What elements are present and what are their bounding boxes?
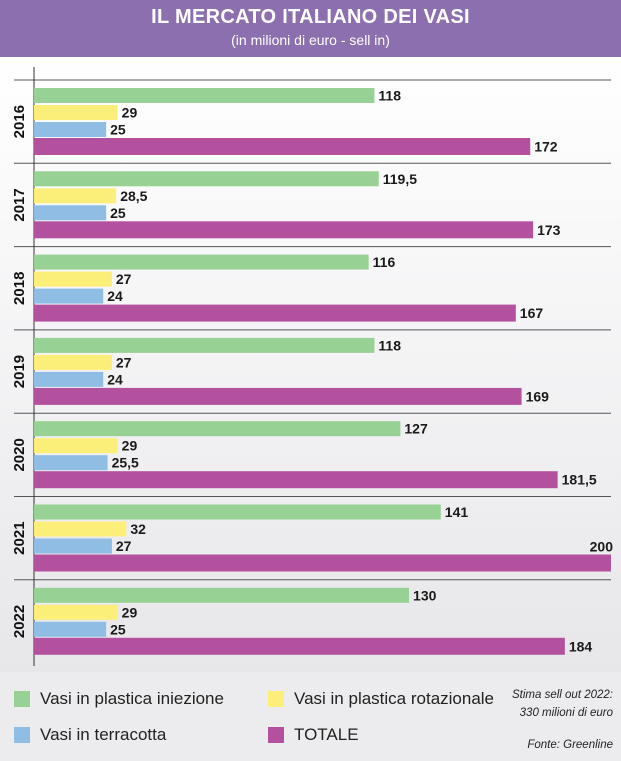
bar-totale	[34, 554, 611, 572]
year-label: 2018	[11, 272, 28, 305]
bar-terracotta	[34, 122, 107, 137]
data-label-iniezione: 130	[413, 587, 437, 603]
source-note: Fonte: Greenline	[527, 739, 613, 751]
legend-label-terracotta: Vasi in terracotta	[40, 725, 167, 744]
data-label-totale: 184	[569, 638, 593, 654]
chart-subtitle: (in milioni di euro - sell in)	[231, 32, 390, 48]
bar-iniezione	[34, 421, 401, 437]
data-label-rotazionale: 29	[122, 105, 138, 121]
bar-terracotta	[34, 455, 108, 471]
legend-swatch-purple-icon	[268, 727, 284, 743]
data-label-iniezione: 116	[373, 254, 396, 270]
legend-item-terracotta: Vasi in terracotta	[14, 725, 166, 745]
bar-terracotta	[34, 371, 104, 387]
legend-item-iniezione: Vasi in plastica iniezione	[14, 689, 224, 709]
data-label-rotazionale: 29	[122, 604, 138, 620]
data-label-terracotta: 24	[107, 288, 123, 304]
data-label-totale: 169	[526, 388, 550, 404]
bar-iniezione	[34, 587, 410, 603]
legend-label-rotazionale: Vasi in plastica rotazionale	[294, 689, 495, 708]
year-label: 2016	[11, 105, 28, 138]
bar-terracotta	[34, 288, 104, 304]
bar-iniezione	[34, 254, 369, 270]
data-label-iniezione: 127	[404, 421, 428, 437]
year-label: 2017	[11, 188, 28, 221]
legend-swatch-green-icon	[14, 691, 30, 707]
data-label-rotazionale: 27	[116, 354, 132, 370]
data-label-rotazionale: 27	[116, 271, 132, 287]
bar-iniezione	[34, 171, 379, 187]
legend-swatch-blue-icon	[14, 727, 30, 743]
year-label: 2020	[11, 438, 28, 471]
bar-totale	[34, 471, 558, 489]
legend-swatch-yellow-icon	[268, 691, 284, 707]
bar-totale	[34, 138, 531, 155]
data-label-rotazionale: 32	[130, 521, 146, 537]
data-label-totale: 167	[520, 305, 544, 321]
bar-rotazionale	[34, 521, 127, 537]
bar-rotazionale	[34, 354, 112, 370]
data-label-totale: 181,5	[562, 472, 597, 488]
bar-terracotta	[34, 621, 107, 637]
bar-totale	[34, 637, 565, 655]
data-label-iniezione: 141	[445, 504, 469, 520]
data-label-totale: 172	[534, 139, 558, 155]
bar-totale	[34, 304, 516, 322]
estimate-line-2: 330 milioni di euro	[519, 707, 613, 719]
chart-header: IL MERCATO ITALIANO DEI VASI (in milioni…	[0, 0, 621, 57]
estimate-line-1: Stima sell out 2022:	[511, 689, 613, 701]
year-label: 2022	[11, 605, 28, 638]
data-label-terracotta: 25	[110, 621, 126, 637]
data-label-iniezione: 118	[378, 337, 401, 353]
chart-title: IL MERCATO ITALIANO DEI VASI	[151, 6, 470, 28]
legend-item-totale: TOTALE	[268, 725, 359, 745]
bar-rotazionale	[34, 188, 117, 204]
data-label-totale: 173	[537, 222, 561, 238]
data-label-iniezione: 119,5	[383, 171, 417, 187]
bar-rotazionale	[34, 271, 112, 287]
year-label: 2019	[11, 355, 28, 388]
estimate-note: Stima sell out 2022: 330 milioni di euro	[512, 686, 613, 722]
bar-rotazionale	[34, 105, 118, 120]
bar-iniezione	[34, 88, 375, 103]
bar-iniezione	[34, 504, 441, 520]
data-label-terracotta: 25,5	[112, 455, 139, 471]
legend-label-totale: TOTALE	[294, 725, 359, 744]
bar-rotazionale	[34, 438, 118, 454]
bar-iniezione	[34, 337, 375, 353]
data-label-terracotta: 25	[110, 122, 126, 138]
bar-rotazionale	[34, 604, 118, 620]
bar-totale	[34, 387, 522, 405]
data-label-rotazionale: 28,5	[120, 188, 147, 204]
data-label-terracotta: 25	[110, 205, 126, 221]
data-label-rotazionale: 29	[122, 438, 138, 454]
data-label-terracotta: 24	[107, 371, 123, 387]
legend-item-rotazionale: Vasi in plastica rotazionale	[268, 689, 494, 709]
year-label: 2021	[11, 521, 28, 554]
data-label-iniezione: 118	[378, 88, 401, 104]
data-label-totale: 200	[590, 539, 614, 555]
bar-totale	[34, 221, 534, 239]
legend-label-iniezione: Vasi in plastica iniezione	[40, 689, 224, 708]
bar-terracotta	[34, 538, 112, 554]
data-label-terracotta: 27	[116, 538, 132, 554]
bar-terracotta	[34, 205, 107, 221]
